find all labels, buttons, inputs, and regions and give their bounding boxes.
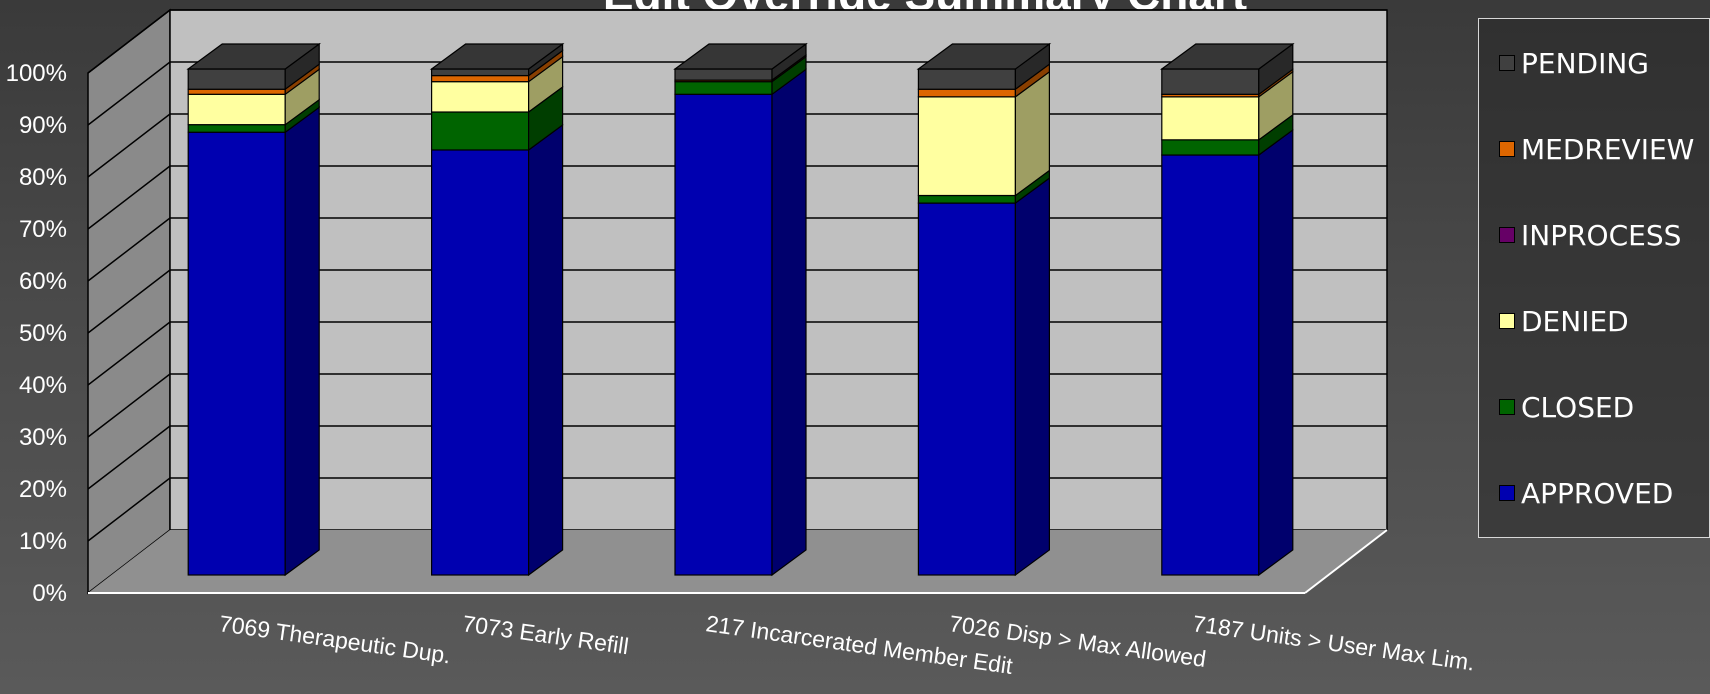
legend-swatch — [1499, 141, 1515, 157]
bar-face — [187, 68, 286, 90]
bar-stack — [673, 42, 808, 577]
legend-item-denied: DENIED — [1499, 301, 1629, 341]
legend-item-closed: CLOSED — [1499, 387, 1634, 427]
bar-stack — [1159, 42, 1295, 577]
bar-face — [187, 88, 286, 95]
bar-face — [917, 96, 1017, 197]
legend-label: PENDING — [1521, 46, 1649, 80]
bar-face — [431, 149, 530, 576]
legend-item-approved: APPROVED — [1499, 473, 1673, 513]
bar-face — [674, 81, 773, 95]
bar-face — [674, 68, 773, 81]
bar-face — [674, 93, 773, 576]
legend-label: CLOSED — [1521, 390, 1635, 424]
bar-top — [1159, 43, 1295, 70]
bar-face — [187, 131, 286, 576]
legend-item-inprocess: INPROCESS — [1499, 215, 1681, 255]
bar-segment-pending — [1161, 42, 1294, 96]
legend-label: INPROCESS — [1521, 218, 1682, 252]
bar-segment-approved — [1161, 128, 1294, 577]
legend-swatch — [1499, 399, 1515, 415]
bar-segment-approved — [187, 106, 320, 577]
legend-swatch — [1499, 55, 1515, 71]
legend-swatch — [1499, 313, 1515, 329]
y-tick-label: 10% — [19, 528, 67, 555]
bar-face — [431, 111, 530, 151]
bar-top — [186, 43, 322, 70]
bar-stack — [916, 42, 1052, 577]
legend-label: MEDREVIEW — [1521, 132, 1695, 166]
bar-face — [1161, 68, 1260, 95]
bar-face — [1161, 139, 1260, 156]
gridline — [87, 9, 1387, 74]
legend-label: DENIED — [1521, 304, 1629, 338]
bar-face — [1161, 96, 1260, 141]
floor-right-edge — [1304, 529, 1388, 594]
bar-segment-pending — [917, 42, 1051, 91]
x-axis-label: 7187 Units > User Max Lim. — [1191, 610, 1476, 675]
y-tick-label: 50% — [19, 320, 67, 347]
y-tick-label: 80% — [19, 164, 67, 191]
y-tick-label: 30% — [19, 424, 67, 451]
bars — [186, 42, 1295, 577]
bar-face — [917, 194, 1017, 204]
bar-top — [429, 43, 565, 70]
y-tick-label: 40% — [19, 372, 67, 399]
bar-side — [284, 106, 320, 577]
bar-segment-approved — [917, 176, 1051, 577]
bar-face — [917, 68, 1017, 90]
bar-face — [1161, 154, 1260, 576]
bar-face — [187, 93, 286, 126]
y-tick-label: 20% — [19, 476, 67, 503]
x-axis-label: 7069 Therapeutic Dup. — [218, 610, 453, 668]
bar-side — [1014, 176, 1051, 577]
bar-face — [187, 124, 286, 133]
bar-segment-pending — [187, 42, 320, 91]
bar-face — [431, 81, 530, 113]
legend-item-pending: PENDING — [1499, 43, 1649, 83]
bar-segment-approved — [674, 68, 807, 577]
legend-item-medreview: MEDREVIEW — [1499, 129, 1694, 169]
bar-segment-medreview — [187, 63, 320, 96]
y-tick-label: 0% — [32, 580, 67, 607]
legend-label: APPROVED — [1521, 476, 1674, 510]
x-axis-label: 7073 Early Refill — [461, 610, 630, 659]
bar-face — [431, 68, 530, 77]
bar-side — [1258, 128, 1294, 577]
bar-face — [917, 88, 1017, 98]
legend: PENDING MEDREVIEW INPROCESS DENIED CLOSED APP… — [1478, 18, 1710, 538]
bar-segment-denied — [431, 55, 564, 114]
x-axis-labels: 7069 Therapeutic Dup. 7073 Early Refill 21… — [218, 610, 1477, 679]
y-axis-ticks: 0% 10% 20% 30% 40% 50% 60% 70% 80% 90% 100% — [6, 60, 67, 607]
y-tick-label: 60% — [19, 268, 67, 295]
bar-stack — [186, 42, 322, 577]
bar-top — [673, 43, 808, 70]
bar-face — [431, 74, 530, 83]
y-tick-label: 70% — [19, 216, 67, 243]
bar-stack — [429, 42, 565, 577]
bar-face — [917, 202, 1017, 576]
bar-side — [771, 68, 807, 577]
y-tick-label: 90% — [19, 112, 67, 139]
legend-swatch — [1499, 227, 1515, 243]
bar-side — [527, 123, 564, 577]
legend-swatch — [1499, 485, 1515, 501]
bar-top — [916, 43, 1052, 70]
bar-segment-approved — [431, 123, 564, 577]
y-tick-label: 100% — [6, 60, 67, 87]
bar-segment-closed — [431, 85, 564, 152]
